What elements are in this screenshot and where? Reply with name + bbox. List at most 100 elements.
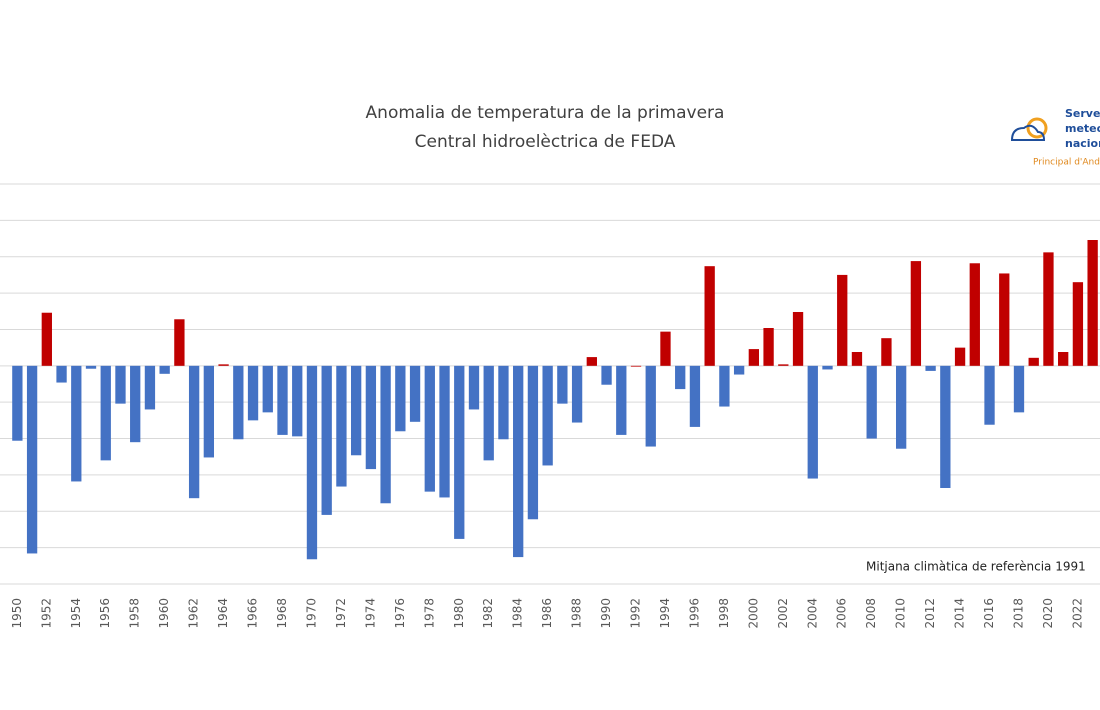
bar	[601, 365, 612, 385]
x-tick-label: 1956	[98, 598, 112, 629]
x-tick-label: 1990	[599, 598, 613, 629]
bar	[174, 319, 185, 366]
bar	[365, 365, 377, 470]
bar	[748, 349, 760, 366]
x-tick-label: 2012	[923, 598, 937, 629]
bar	[557, 365, 568, 404]
x-tick-label: 2004	[805, 598, 819, 629]
bar	[527, 365, 539, 520]
bar	[940, 365, 951, 488]
x-tick-label: 1982	[481, 598, 495, 629]
x-tick-label: 1976	[393, 598, 407, 629]
x-tick-label: 1968	[275, 598, 289, 629]
bar	[630, 365, 642, 367]
bar	[719, 365, 730, 407]
x-tick-label: 1970	[304, 598, 318, 629]
x-tick-label: 1980	[452, 598, 466, 629]
bar	[1072, 282, 1084, 366]
logo: Servei meteo nacion Principal d'Ando	[1010, 107, 1100, 168]
bar	[792, 312, 804, 366]
x-tick-label: 2002	[776, 598, 790, 629]
bar	[866, 365, 877, 439]
x-tick-label: 1966	[246, 598, 260, 629]
bar	[144, 365, 156, 410]
bar	[439, 365, 450, 498]
x-tick-label: 1972	[334, 598, 348, 629]
x-tick-label: 1998	[717, 598, 731, 629]
logo-cloud	[1010, 124, 1046, 141]
bar	[483, 365, 494, 461]
x-tick-label: 2020	[1041, 598, 1055, 629]
bar	[999, 273, 1010, 366]
x-tick-label: 2010	[894, 598, 908, 629]
x-tick-label: 2000	[746, 598, 760, 629]
bar	[586, 357, 597, 366]
bar	[336, 365, 347, 487]
x-tick-label: 1978	[422, 598, 436, 629]
bar	[115, 365, 126, 404]
chart-subtitle: Central hidroelèctrica de FEDA	[415, 132, 676, 152]
bar	[395, 365, 406, 432]
x-tick-label: 1988	[570, 598, 584, 629]
bar	[12, 365, 23, 441]
logo-sun	[1026, 117, 1048, 139]
bar	[71, 365, 82, 482]
x-tick-label: 1986	[540, 598, 554, 629]
bar	[159, 365, 170, 374]
x-tick-label: 2014	[953, 598, 967, 629]
bar	[203, 365, 215, 458]
bar	[26, 365, 38, 554]
bar	[233, 365, 244, 440]
bar	[350, 365, 362, 456]
bar	[1043, 252, 1054, 366]
bar	[660, 331, 671, 366]
bar	[218, 364, 229, 366]
x-tick-label: 1958	[128, 598, 142, 629]
logo-text: Principal d'Ando	[1033, 158, 1100, 168]
bar	[954, 347, 966, 366]
x-tick-label: 1962	[187, 598, 201, 629]
bar	[513, 365, 524, 558]
bar	[247, 365, 259, 421]
bar	[807, 365, 818, 479]
bar	[1028, 357, 1039, 366]
bar	[733, 365, 745, 375]
bar	[56, 365, 67, 383]
bar	[837, 274, 848, 366]
bar	[292, 365, 303, 437]
bar	[969, 263, 980, 366]
bar	[262, 365, 273, 413]
bar	[468, 365, 480, 410]
bar	[1087, 240, 1098, 366]
x-tick-label: 1964	[216, 598, 230, 629]
bar	[85, 365, 97, 369]
x-tick-label: 1994	[658, 598, 672, 629]
logo-text: nacion	[1065, 137, 1100, 150]
bar	[188, 365, 200, 499]
bar	[306, 365, 318, 560]
bar	[100, 365, 111, 461]
x-tick-label: 2022	[1070, 598, 1084, 629]
bar	[409, 365, 421, 422]
bar	[925, 365, 936, 371]
x-tick-label: 2008	[864, 598, 878, 629]
bar	[571, 365, 583, 423]
x-tick-label: 2006	[835, 598, 849, 629]
bar	[41, 312, 52, 366]
chart-title: Anomalia de temperatura de la primavera	[366, 103, 725, 123]
x-tick-label: 1954	[69, 598, 83, 629]
x-tick-label: 1950	[10, 598, 24, 629]
bar	[321, 365, 332, 515]
bar	[380, 365, 391, 504]
bar	[895, 365, 907, 449]
x-tick-label: 2016	[982, 598, 996, 629]
logo-text: meteo	[1065, 122, 1100, 135]
logo-text: Servei	[1065, 107, 1100, 120]
x-tick-label: 1992	[629, 598, 643, 629]
bar	[881, 338, 892, 366]
bar	[277, 365, 288, 435]
bar	[984, 365, 995, 425]
bar	[1013, 365, 1025, 413]
